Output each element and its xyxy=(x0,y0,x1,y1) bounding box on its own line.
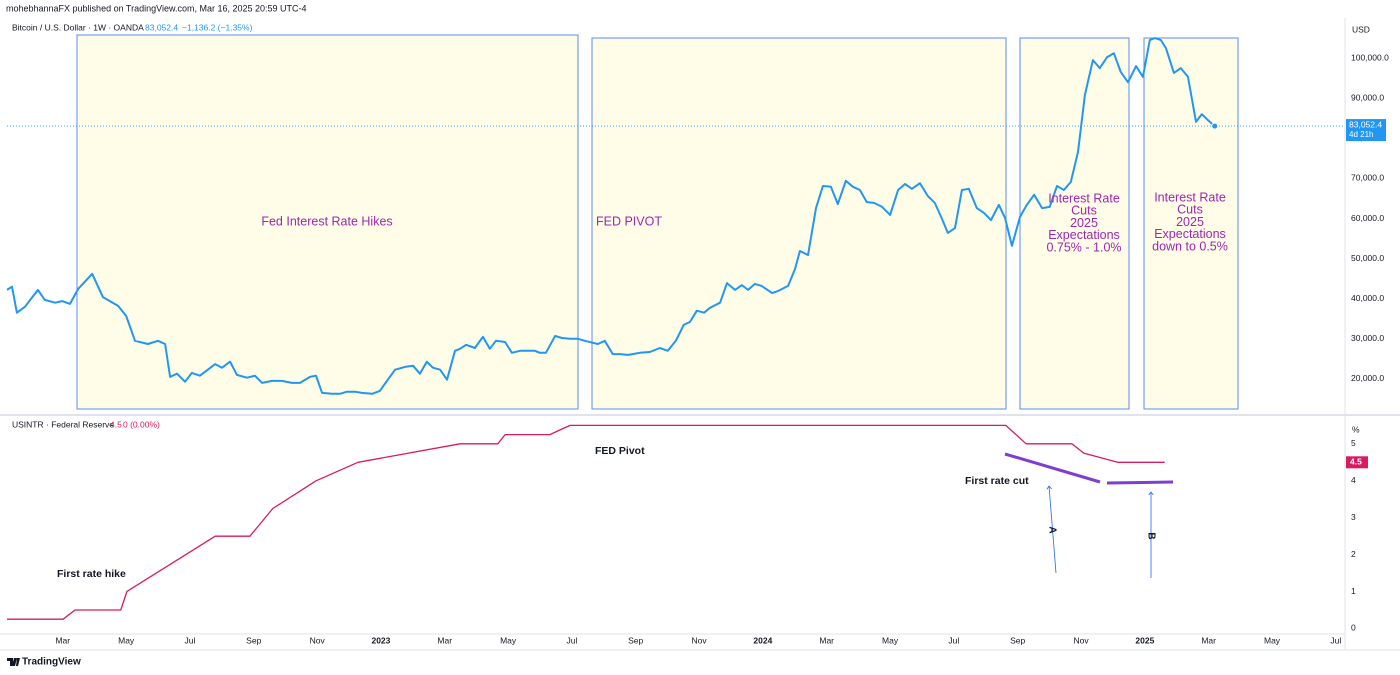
legend-symbol: USINTR · Federal Reserve xyxy=(12,419,114,429)
annotation-label: Cuts xyxy=(1177,203,1203,217)
x-tick-label: Sep xyxy=(628,635,643,645)
annotation-label: 2025 xyxy=(1176,215,1204,229)
x-tick-label: May xyxy=(1264,635,1281,645)
tradingview-logo xyxy=(7,658,20,666)
x-tick-label: Sep xyxy=(246,635,261,645)
trend-line xyxy=(1004,452,1101,484)
annotation-label: Expectations xyxy=(1048,228,1120,242)
range-box xyxy=(591,37,1007,410)
x-tick-label: 2024 xyxy=(753,635,772,645)
x-tick-label: Mar xyxy=(55,635,70,645)
annotation-label: Interest Rate xyxy=(1154,190,1226,204)
legend-value: 4.5 xyxy=(110,419,122,429)
series-line xyxy=(7,424,1165,620)
annotation-label: 2025 xyxy=(1070,216,1098,230)
x-tick-label: May xyxy=(500,635,517,645)
y-unit: USD xyxy=(1352,24,1370,34)
y-tick-label: 0 xyxy=(1351,623,1356,633)
y-tick-label: 4 xyxy=(1351,475,1356,485)
value-tag-label: 4.5 xyxy=(1350,457,1362,467)
annotation-label: First rate cut xyxy=(965,475,1029,487)
value-tag xyxy=(1346,456,1368,469)
y-tick-label: 5 xyxy=(1351,438,1356,448)
x-tick-label: Jul xyxy=(566,635,577,645)
countdown-label: 4d 21h xyxy=(1349,130,1373,139)
y-tick-label: 3 xyxy=(1351,512,1356,522)
annotation-label: Interest Rate xyxy=(1048,191,1120,205)
x-tick-label: Mar xyxy=(1201,635,1216,645)
y-tick-label: 50,000.0 xyxy=(1351,253,1384,263)
annotation-label: B xyxy=(1145,532,1156,539)
range-box xyxy=(1019,37,1130,410)
legend-price: 83,052.4 xyxy=(145,22,178,32)
y-unit: % xyxy=(1352,424,1360,434)
annotation-label: FED PIVOT xyxy=(596,214,662,228)
annotation-label: A xyxy=(1046,526,1057,533)
x-tick-label: Nov xyxy=(310,635,326,645)
y-tick-label: 60,000.0 xyxy=(1351,213,1384,223)
annotation-label: Expectations xyxy=(1154,227,1226,241)
y-tick-label: 40,000.0 xyxy=(1351,293,1384,303)
y-tick-label: 2 xyxy=(1351,549,1356,559)
x-tick-label: Jul xyxy=(185,635,196,645)
annotation-label: Cuts xyxy=(1071,204,1097,218)
x-tick-label: Sep xyxy=(1010,635,1025,645)
annotation-label: Fed Interest Rate Hikes xyxy=(261,214,392,228)
x-tick-label: May xyxy=(882,635,899,645)
price-tag xyxy=(1346,119,1386,142)
y-tick-label: 70,000.0 xyxy=(1351,173,1384,183)
footer-brand: TradingView xyxy=(22,657,81,668)
price-tag-label: 83,052.4 xyxy=(1349,119,1382,129)
y-tick-label: 20,000.0 xyxy=(1351,373,1384,383)
x-tick-label: 2023 xyxy=(371,635,390,645)
x-tick-label: May xyxy=(118,635,135,645)
x-tick-label: Jul xyxy=(1330,635,1341,645)
legend-symbol: Bitcoin / U.S. Dollar · 1W · OANDA xyxy=(12,22,144,32)
y-tick-label: 90,000.0 xyxy=(1351,92,1384,102)
trend-line xyxy=(1106,480,1174,485)
x-tick-label: Mar xyxy=(819,635,834,645)
legend-change: −1,136.2 (−1.35%) xyxy=(182,22,253,32)
x-tick-label: Nov xyxy=(692,635,708,645)
legend-change: 0 (0.00%) xyxy=(123,419,160,429)
annotation-label: FED Pivot xyxy=(595,445,645,457)
y-tick-label: 30,000.0 xyxy=(1351,333,1384,343)
range-box xyxy=(76,34,579,410)
annotation-label: down to 0.5% xyxy=(1152,239,1228,253)
last-point xyxy=(1211,122,1219,130)
y-tick-label: 100,000.0 xyxy=(1351,52,1389,62)
x-tick-label: Jul xyxy=(948,635,959,645)
series-line xyxy=(6,37,1216,395)
annotation-label: First rate hike xyxy=(57,568,126,580)
publish-info: mohebhannaFX published on TradingView.co… xyxy=(6,3,307,13)
x-tick-label: Mar xyxy=(437,635,452,645)
y-tick-label: 1 xyxy=(1351,586,1356,596)
annotation-label: 0.75% - 1.0% xyxy=(1046,240,1121,254)
x-tick-label: Nov xyxy=(1074,635,1090,645)
x-tick-label: 2025 xyxy=(1135,635,1154,645)
range-box xyxy=(1143,37,1239,410)
arrow-line xyxy=(1049,486,1057,574)
